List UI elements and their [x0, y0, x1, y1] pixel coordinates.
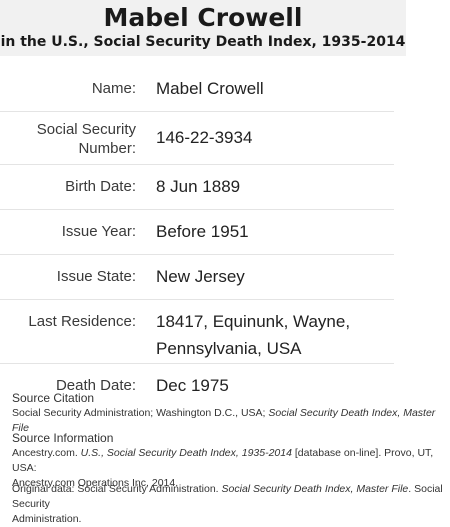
- source-information-italic: U.S., Social Security Death Index, 1935-…: [80, 447, 292, 459]
- field-value-death-date: Dec 1975: [156, 376, 229, 395]
- field-row-death-date: Death Date: Dec 1975: [0, 364, 394, 408]
- source-information-line2: Ancestry.com Operations Inc, 2014.: [12, 477, 179, 489]
- field-value-name: Mabel Crowell: [156, 79, 264, 98]
- field-value-last-residence: 18417, Equinunk, Wayne, Pennsylvania, US…: [156, 308, 394, 363]
- field-value-issue-state: New Jersey: [156, 267, 245, 286]
- field-label-issue-state: Issue State:: [56, 268, 136, 285]
- field-row-issue-state: Issue State: New Jersey: [0, 255, 394, 300]
- original-data-text: Original data: Social Security Administr…: [12, 482, 444, 512]
- original-data-italic: Social Security Death Index, Master File: [221, 483, 409, 495]
- field-value-ssn: 146-22-3934: [156, 128, 253, 147]
- field-label-name: Name:: [91, 80, 136, 97]
- source-citation-italic: Social Security Death Index, Master File: [12, 407, 436, 434]
- field-value-birth-date: 8 Jun 1889: [156, 177, 241, 196]
- original-data: Original data: Social Security Administr…: [12, 482, 444, 527]
- field-value-issue-year: Before 1951: [156, 222, 249, 241]
- source-citation-heading: Source Citation: [12, 391, 95, 405]
- field-row-name: Name: Mabel Crowell: [0, 70, 394, 112]
- collection-subtitle: in the U.S., Social Security Death Index…: [0, 34, 406, 50]
- field-label-ssn-line2: Number:: [78, 140, 136, 157]
- source-information-plain2: [database on-line]. Provo, UT, USA:: [12, 447, 434, 474]
- source-information-plain1: Ancestry.com.: [12, 447, 81, 459]
- field-row-ssn: Social Security Number: 146-22-3934: [0, 112, 394, 165]
- residence-line1: 18417, Equinunk, Wayne,: [156, 312, 351, 331]
- field-row-birth-date: Birth Date: 8 Jun 1889: [0, 165, 394, 210]
- field-row-last-residence: Last Residence: 18417, Equinunk, Wayne, …: [0, 300, 394, 364]
- source-information-heading: Source Information: [12, 431, 114, 445]
- field-row-issue-year: Issue Year: Before 1951: [0, 210, 394, 255]
- original-data-plain1: Original data: Social Security Administr…: [12, 483, 222, 495]
- field-label-ssn-line1: Social Security: [36, 121, 136, 138]
- source-citation-plain: Social Security Administration; Washingt…: [12, 407, 269, 419]
- field-label-ssn: Social Security Number:: [0, 120, 136, 164]
- source-citation: Source Citation Social Security Administ…: [12, 390, 444, 436]
- person-name-title: Mabel Crowell: [103, 3, 303, 32]
- original-data-plain2: . Social Security: [12, 483, 443, 510]
- record-header: Mabel Crowell in the U.S., Social Securi…: [0, 0, 406, 56]
- original-data-line2: Administration.: [12, 513, 82, 525]
- field-label-death-date: Death Date:: [55, 377, 136, 394]
- record-fields-table: Name: Mabel Crowell Social Security Numb…: [0, 70, 394, 408]
- field-label-birth-date: Birth Date:: [65, 178, 136, 195]
- field-label-last-residence: Last Residence:: [28, 313, 136, 330]
- source-citation-text: Social Security Administration; Washingt…: [12, 406, 444, 436]
- source-information-text: Ancestry.com. U.S., Social Security Deat…: [12, 446, 444, 476]
- residence-line2: Pennsylvania, USA: [156, 339, 302, 358]
- source-information: Source Information Ancestry.com. U.S., S…: [12, 430, 444, 491]
- field-label-issue-year: Issue Year:: [61, 223, 136, 240]
